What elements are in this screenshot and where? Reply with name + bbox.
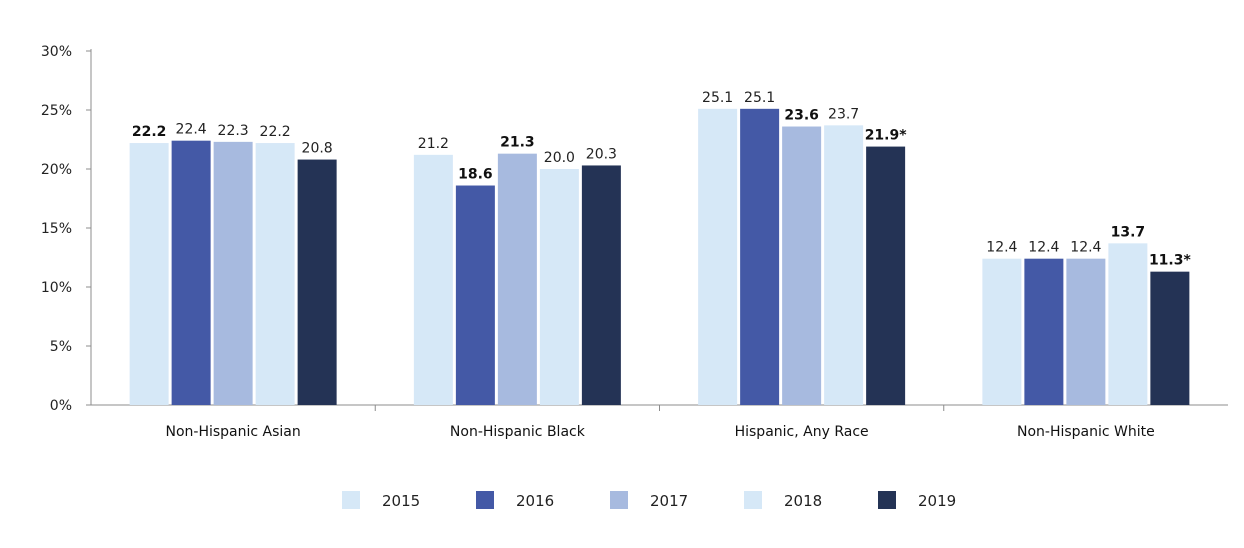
x-category-label: Hispanic, Any Race — [735, 424, 869, 440]
bar — [413, 154, 453, 405]
x-axis: Non-Hispanic Asian Non-Hispanic Black Hisp… — [91, 404, 1228, 440]
legend-label: 2016 — [516, 492, 554, 510]
bar-value-label: 22.3 — [218, 123, 249, 139]
bar-value-label: 12.4 — [1070, 240, 1101, 256]
bar-labels: 22.2 22.4 22.3 22.2 20.8 21.2 18.6 21.3 20.0 20.3… — [132, 90, 1192, 269]
bar — [1024, 258, 1064, 405]
bar — [497, 153, 537, 405]
y-tick-label: 25% — [41, 103, 72, 119]
bar-value-label: 12.4 — [1028, 240, 1059, 256]
bar-value-label: 21.2 — [418, 136, 449, 152]
legend-label: 2015 — [382, 492, 420, 510]
y-tick-label: 30% — [41, 44, 72, 60]
y-axis: 0% 5% 10% 15% 20% 25% 30% — [41, 44, 92, 414]
bar — [129, 143, 169, 406]
bar — [539, 169, 579, 405]
legend-label: 2018 — [784, 492, 822, 510]
x-category-label: Non-Hispanic Black — [450, 424, 586, 440]
bar-value-label: 20.8 — [302, 141, 333, 157]
legend-swatch — [610, 491, 628, 509]
bar-value-label: 21.9* — [865, 128, 908, 144]
bar — [213, 141, 253, 406]
y-tick-label: 20% — [41, 162, 72, 178]
bar-value-label: 22.2 — [260, 124, 291, 140]
legend-swatch — [476, 491, 494, 509]
bars — [129, 108, 1190, 406]
y-tick-label: 10% — [41, 280, 72, 296]
bar-value-label: 20.3 — [586, 146, 617, 162]
bar-value-label: 21.3 — [500, 135, 535, 151]
bar — [698, 108, 738, 405]
bar-value-label: 18.6 — [458, 167, 493, 183]
bar-value-label: 25.1 — [744, 90, 775, 106]
bar — [297, 159, 337, 405]
x-category-label: Non-Hispanic Asian — [165, 424, 300, 440]
bar — [982, 258, 1022, 405]
legend: 2015 2016 2017 2018 2019 — [342, 491, 956, 510]
bar — [824, 125, 864, 405]
bar — [782, 126, 822, 406]
bar-value-label: 23.7 — [828, 106, 859, 122]
legend-label: 2019 — [918, 492, 956, 510]
y-tick-label: 15% — [41, 221, 72, 237]
bar-value-label: 22.4 — [176, 122, 207, 138]
x-category-label: Non-Hispanic White — [1017, 424, 1155, 440]
bar-value-label: 13.7 — [1111, 224, 1146, 240]
bar — [1108, 243, 1148, 405]
legend-swatch — [342, 491, 360, 509]
y-tick-label: 0% — [50, 398, 72, 414]
bar-value-label: 25.1 — [702, 90, 733, 106]
legend-swatch — [878, 491, 896, 509]
legend-label: 2017 — [650, 492, 688, 510]
bar — [740, 108, 780, 405]
bar-value-label: 20.0 — [544, 150, 575, 166]
bar — [455, 185, 495, 405]
bar — [1066, 258, 1106, 405]
y-tick-label: 5% — [50, 339, 72, 355]
bar — [581, 165, 621, 405]
legend-swatch — [744, 491, 762, 509]
bar — [1150, 271, 1190, 405]
bar-value-label: 11.3* — [1149, 253, 1192, 269]
bar-value-label: 22.2 — [132, 124, 167, 140]
bar-value-label: 12.4 — [986, 240, 1017, 256]
bar — [255, 143, 295, 406]
bar-value-label: 23.6 — [784, 108, 819, 124]
bar — [171, 140, 211, 405]
bar — [866, 146, 906, 405]
